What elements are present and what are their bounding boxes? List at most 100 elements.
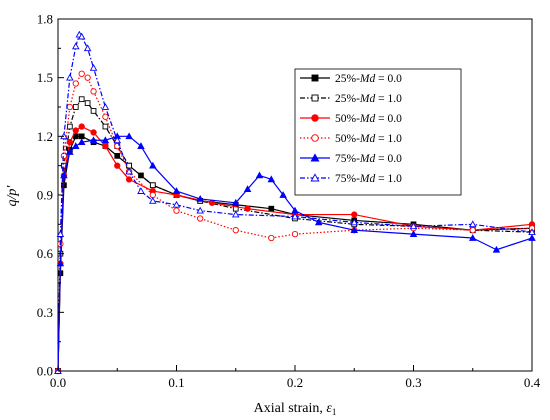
data-point (231, 198, 240, 206)
data-point (72, 80, 79, 87)
data-point (314, 218, 323, 226)
data-point (137, 142, 145, 149)
data-point (78, 70, 85, 77)
data-point (83, 44, 92, 52)
data-point (77, 32, 86, 40)
data-point (102, 123, 109, 130)
data-point (125, 167, 133, 175)
data-point (77, 138, 86, 146)
data-point (138, 172, 144, 179)
data-point (172, 200, 181, 208)
data-point (291, 212, 299, 220)
data-point (279, 191, 287, 198)
data-point (196, 206, 204, 214)
data-point (66, 103, 74, 111)
data-point (492, 245, 501, 253)
x-tick-label: 0.1 (168, 375, 184, 390)
data-point (78, 133, 85, 140)
legend-box (294, 68, 462, 196)
data-point (243, 185, 252, 192)
data-point (268, 234, 275, 242)
legend-marker (310, 153, 320, 162)
data-point (89, 63, 98, 71)
data-point (528, 228, 536, 236)
data-point (468, 220, 477, 228)
data-point (196, 194, 204, 202)
data-point (60, 152, 68, 160)
x-axis-title-subscript: 1 (332, 407, 337, 417)
data-point (125, 132, 133, 140)
data-point (149, 191, 156, 199)
data-point (114, 153, 121, 159)
legend-label-suffix: = 1.0 (375, 133, 402, 145)
legend-marker (311, 114, 319, 122)
legend-label: 25%-Md = 0.0 (335, 73, 402, 85)
legend-label-suffix: = 0.0 (375, 73, 402, 85)
x-tick-label: 0.2 (287, 375, 303, 390)
data-point (90, 88, 97, 95)
data-point (78, 123, 85, 130)
y-tick-label: 0.3 (37, 305, 53, 320)
data-point (149, 196, 157, 204)
data-point (113, 136, 122, 144)
data-point (84, 100, 91, 106)
data-point (149, 161, 157, 169)
data-point (72, 127, 79, 134)
legend-label-suffix: = 1.0 (375, 173, 402, 185)
axis-layer: 0.0 0.1 0.2 0.3 0.4 0.0 0.3 0.6 0.9 1.2 1.5 1.8 (37, 12, 541, 391)
legend-label: 25%-Md = 1.0 (335, 93, 402, 105)
legend-item: 25%-Md = 1.0 (300, 93, 402, 105)
data-point (125, 176, 133, 183)
data-point (66, 123, 73, 130)
data-point (56, 230, 65, 237)
data-point (102, 142, 109, 150)
legend-marker (311, 94, 319, 102)
legend-label-prefix: 75%- (335, 153, 360, 165)
data-point (60, 171, 68, 179)
data-point (72, 104, 79, 110)
legend-label: 50%-Md = 1.0 (335, 133, 402, 145)
legend-label-var: Md (359, 133, 376, 145)
legend-label-var: Md (359, 153, 376, 165)
data-point (350, 218, 359, 226)
data-point (78, 96, 85, 103)
data-point (244, 205, 251, 212)
legend-item: 75%-Md = 0.0 (300, 153, 402, 165)
data-point (72, 42, 80, 50)
data-point (231, 210, 240, 218)
data-point (351, 211, 358, 218)
legend-label-prefix: 50%- (335, 113, 360, 125)
data-point (255, 171, 264, 179)
series-4 (54, 132, 536, 374)
x-tick-label: 0.3 (405, 375, 421, 390)
legend-marker (311, 134, 319, 142)
data-point (172, 187, 181, 194)
legend-label-prefix: 50%- (335, 133, 360, 145)
data-point (469, 227, 476, 234)
data-point (232, 227, 239, 234)
y-tick-label: 1.8 (37, 12, 53, 27)
data-point (84, 74, 91, 81)
data-point (102, 113, 109, 120)
data-point (101, 103, 110, 110)
legend-item: 25%-Md = 0.0 (300, 73, 402, 85)
legend-item: 50%-Md = 1.0 (300, 133, 402, 145)
data-point (409, 230, 418, 237)
legend-label-prefix: 25%- (335, 93, 360, 105)
data-point (66, 148, 74, 155)
legend-label-suffix: = 0.0 (375, 113, 402, 125)
y-tick-label: 1.2 (37, 129, 53, 144)
legend-label: 50%-Md = 0.0 (335, 113, 402, 125)
legend-label-prefix: 75%- (335, 173, 360, 185)
legend-label-var: Md (359, 73, 376, 85)
data-point (149, 182, 156, 189)
x-axis-title-symbol: ε (326, 401, 332, 416)
x-tick-label: 0.0 (50, 375, 66, 390)
legend-label-var: Md (359, 113, 376, 125)
legend: 25%-Md = 0.025%-Md = 1.050%-Md = 0.050%-… (294, 68, 462, 196)
data-point (90, 129, 97, 136)
x-axis-title-text: Axial strain, (254, 401, 327, 416)
y-tick-label: 0.0 (37, 364, 53, 379)
data-point (90, 108, 97, 114)
